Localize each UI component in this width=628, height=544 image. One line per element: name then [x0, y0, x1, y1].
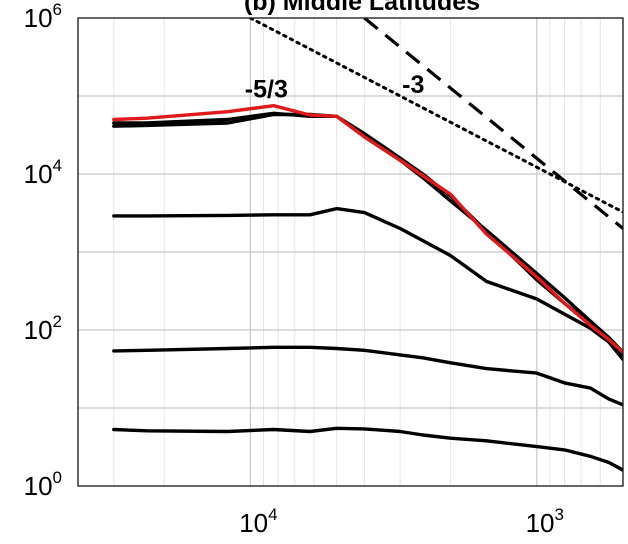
series-line-5	[112, 426, 623, 472]
series-line-4	[112, 345, 623, 407]
y-tick-label: 106	[24, 0, 62, 33]
reference-line-dotted	[248, 18, 623, 214]
series-line-6	[112, 104, 623, 354]
y-tick-label: 100	[24, 468, 62, 501]
reference-line-dashed	[363, 18, 623, 230]
annotations: -5/3 -3	[245, 71, 425, 104]
y-tick-label: 102	[24, 312, 62, 345]
x-tick-labels: 104 103	[239, 505, 564, 538]
plot-content	[112, 18, 623, 472]
y-tick-label: 104	[24, 156, 62, 189]
grid	[78, 18, 623, 486]
series-line-3	[112, 206, 623, 362]
chart-title: (b) Middle Latitudes	[244, 0, 480, 16]
slope-annotation: -5/3	[245, 76, 288, 104]
x-tick-label: 103	[526, 505, 564, 538]
slope-annotation: -3	[402, 71, 424, 99]
reference-lines	[248, 18, 623, 230]
y-tick-labels: 100 102 104 106	[24, 0, 62, 501]
axes-frame	[77, 17, 624, 487]
series-group	[112, 104, 623, 472]
x-tick-label: 104	[239, 505, 277, 538]
